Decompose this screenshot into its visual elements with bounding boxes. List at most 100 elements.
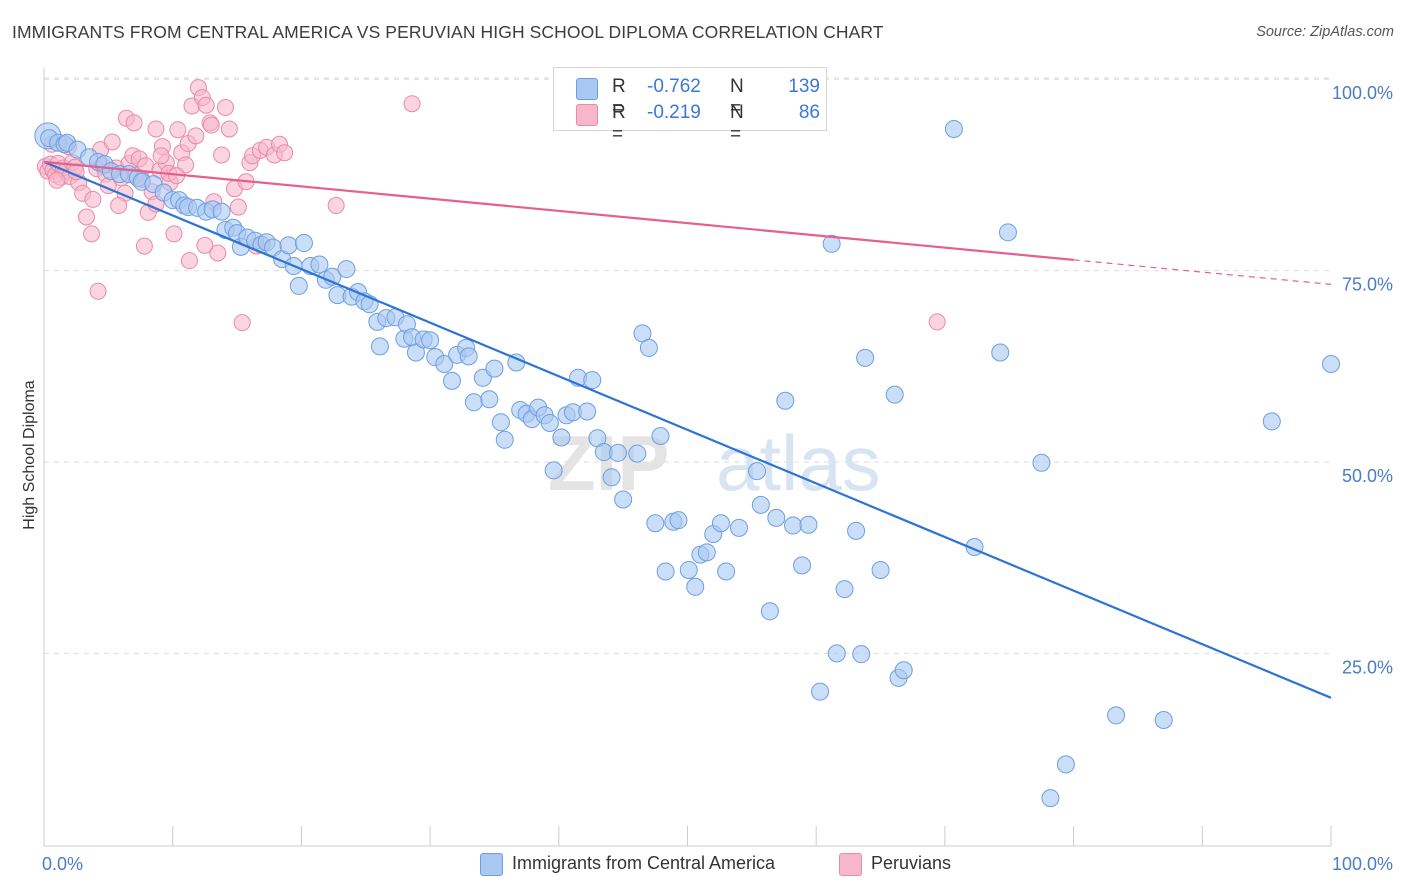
data-point-central-america [1107,706,1126,725]
data-point-peruvians [276,144,294,162]
label-layer: 100.0% 75.0% 50.0% 25.0% 0.0% 100.0% [42,83,1393,874]
data-point-central-america [686,577,705,596]
data-point-peruvians [216,99,234,117]
data-point-central-america [1322,355,1340,374]
legend-swatch-pink [576,104,598,126]
data-point-central-america [1154,711,1173,730]
data-point-peruvians [213,146,231,164]
y-tick-label: 100.0% [1332,83,1393,103]
data-point-central-america [760,602,779,621]
data-point-central-america [747,462,766,481]
data-point-central-america [847,521,866,540]
data-point-central-america [793,556,812,575]
data-point-peruvians [233,314,251,332]
legend-n-label: N = [730,76,744,119]
data-point-central-america [944,119,963,138]
chart-title: IMMIGRANTS FROM CENTRAL AMERICA VS PERUV… [12,22,884,42]
data-point-peruvians [48,171,66,189]
legend-r-label: R = [612,76,626,119]
trendline-peruvians [43,160,1074,261]
data-point-central-america [1262,412,1281,431]
data-point-central-america [639,338,658,357]
data-point-central-america [337,260,356,279]
data-point-peruvians [180,252,198,270]
y-tick-label: 25.0% [1342,657,1393,677]
x-tick-label-left: 0.0% [42,854,83,874]
data-point-central-america [491,413,510,432]
data-point-peruvians [196,236,214,254]
trendline-central-america [43,160,1332,699]
data-point-peruvians [84,190,102,208]
legend-n-label: N = [730,102,744,145]
legend-r-value: -0.762 [647,76,701,97]
data-point-peruvians [135,237,153,255]
data-point-peruvians [103,133,121,151]
data-point-peruvians [125,114,143,132]
data-point-peruvians [147,120,165,138]
bottom-legend-swatch-blue [480,853,503,876]
y-tick-label: 50.0% [1342,466,1393,486]
y-axis-label: High School Diploma [21,380,38,530]
data-point-peruvians [165,225,183,243]
y-tick-label: 75.0% [1342,275,1393,295]
data-point-central-america [212,202,231,221]
data-point-central-america [289,276,308,295]
data-point-central-america [421,331,440,350]
data-point-central-america [991,343,1010,362]
data-point-central-america [856,348,875,367]
data-point-central-america [495,430,514,449]
bottom-legend-swatch-pink [839,853,862,876]
data-point-central-america [871,560,890,579]
data-point-peruvians [327,197,345,215]
data-point-central-america [822,234,841,253]
source-label: Source: ZipAtlas.com [1256,24,1394,40]
data-point-central-america [552,428,571,447]
data-point-central-america [294,234,313,253]
data-point-central-america [784,516,803,535]
data-point-central-america [602,468,621,487]
data-point-central-america [646,514,665,533]
data-point-peruvians [169,121,187,139]
data-point-central-america [435,355,454,374]
data-point-central-america [609,443,628,462]
data-point-central-america [1056,755,1075,774]
data-point-central-america [442,371,461,390]
data-point-central-america [669,511,688,530]
data-point-central-america [835,580,854,599]
data-point-central-america [751,495,770,514]
data-point-central-america [480,390,499,409]
data-point-peruvians [209,244,227,262]
data-point-central-america [651,426,670,445]
watermark-atlas: atlas [716,419,881,507]
data-point-peruvians [83,225,101,243]
data-point-central-america [717,562,736,581]
data-point-peruvians [229,198,247,216]
data-point-central-america [885,385,904,404]
data-point-central-america [370,337,389,356]
data-point-peruvians [197,96,215,114]
data-point-peruvians [928,313,946,331]
legend-r-label: R = [612,102,626,145]
data-point-peruvians [202,116,220,134]
data-point-central-america [729,518,748,537]
data-point-peruvians [77,208,95,226]
data-point-central-america [852,645,871,664]
x-tick-label-right: 100.0% [1332,854,1393,874]
data-point-central-america [711,514,730,533]
data-point-peruvians [152,147,170,165]
data-point-central-america [310,255,329,274]
points-layer [34,70,1340,808]
data-point-central-america [679,560,698,579]
trend-layer [43,160,1332,699]
data-point-peruvians [187,127,205,145]
data-point-central-america [767,508,786,527]
data-point-peruvians [220,120,238,138]
legend-swatch-blue [576,78,598,100]
trendline-peruvians-extension [1073,259,1332,285]
data-point-central-america [578,402,597,421]
data-point-central-america [1041,789,1060,808]
data-point-central-america [464,393,483,412]
data-point-peruvians [89,282,107,300]
data-point-central-america [827,644,846,663]
data-point-central-america [799,515,818,534]
